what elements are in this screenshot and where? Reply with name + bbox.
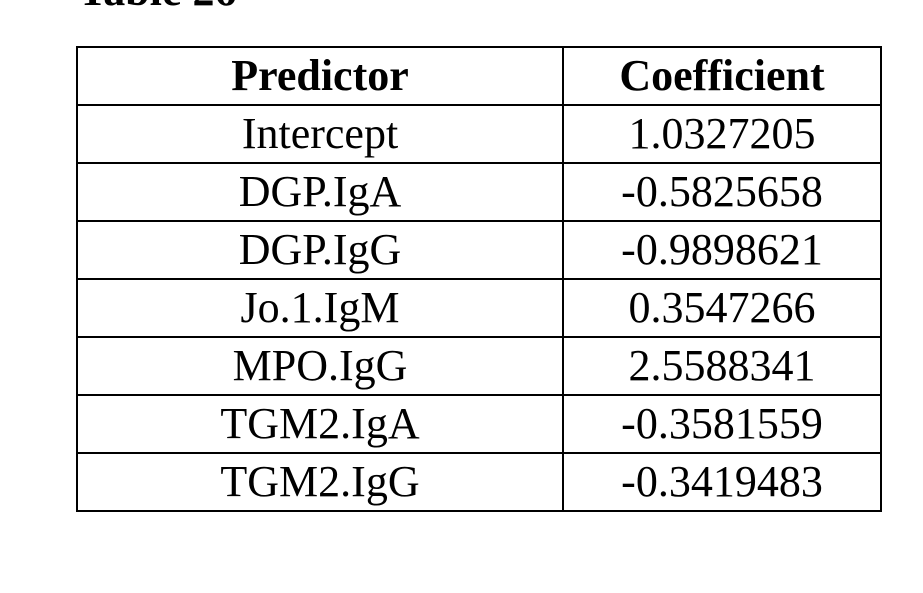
- predictor-cell: DGP.IgA: [77, 163, 563, 221]
- coefficient-table: PredictorCoefficient Intercept1.0327205D…: [76, 46, 882, 512]
- table-body: Intercept1.0327205DGP.IgA-0.5825658DGP.I…: [77, 105, 881, 511]
- table-row: TGM2.IgA-0.3581559: [77, 395, 881, 453]
- predictor-cell: DGP.IgG: [77, 221, 563, 279]
- predictor-cell: TGM2.IgG: [77, 453, 563, 511]
- table-header: PredictorCoefficient: [77, 47, 881, 105]
- header-cell: Predictor: [77, 47, 563, 105]
- table-title: Table 26: [78, 0, 237, 16]
- table-row: TGM2.IgG-0.3419483: [77, 453, 881, 511]
- predictor-cell: Intercept: [77, 105, 563, 163]
- table-row: DGP.IgG-0.9898621: [77, 221, 881, 279]
- coefficient-cell: -0.3419483: [563, 453, 881, 511]
- header-cell: Coefficient: [563, 47, 881, 105]
- table-row: Intercept1.0327205: [77, 105, 881, 163]
- predictor-cell: MPO.IgG: [77, 337, 563, 395]
- coefficient-cell: 1.0327205: [563, 105, 881, 163]
- table-row: MPO.IgG2.5588341: [77, 337, 881, 395]
- table-row: DGP.IgA-0.5825658: [77, 163, 881, 221]
- coefficient-cell: -0.3581559: [563, 395, 881, 453]
- table-row: Jo.1.IgM0.3547266: [77, 279, 881, 337]
- coefficient-cell: -0.9898621: [563, 221, 881, 279]
- coefficient-cell: -0.5825658: [563, 163, 881, 221]
- coefficient-cell: 0.3547266: [563, 279, 881, 337]
- predictor-cell: Jo.1.IgM: [77, 279, 563, 337]
- predictor-cell: TGM2.IgA: [77, 395, 563, 453]
- header-row: PredictorCoefficient: [77, 47, 881, 105]
- coefficient-cell: 2.5588341: [563, 337, 881, 395]
